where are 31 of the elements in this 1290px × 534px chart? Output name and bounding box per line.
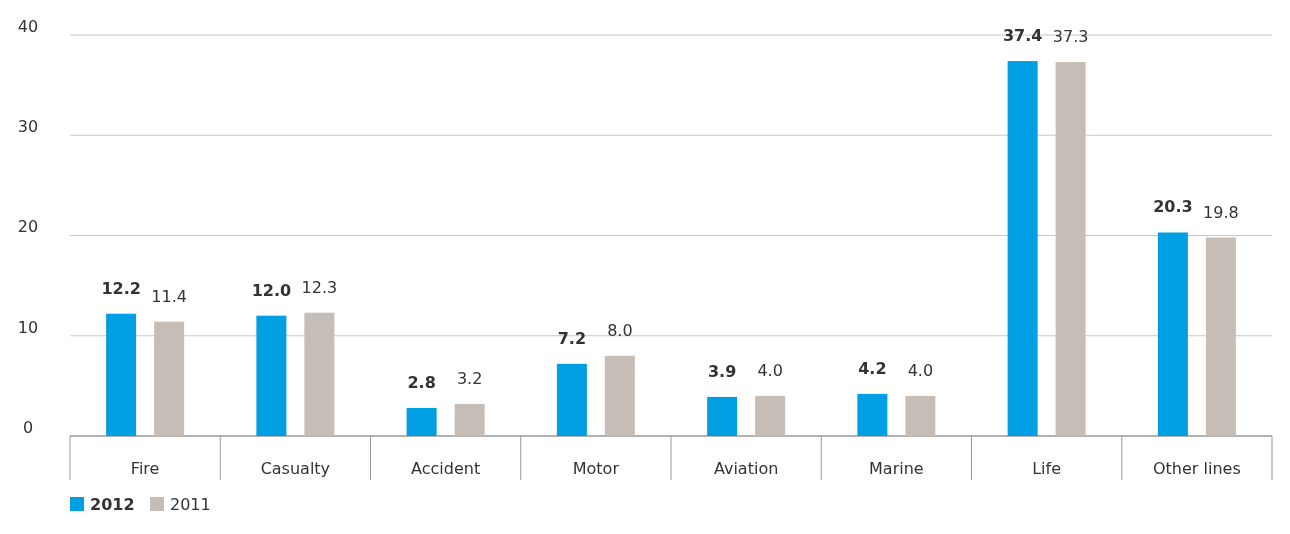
- x-tick-label: Casualty: [260, 459, 331, 478]
- x-tick-label: Life: [1032, 459, 1062, 478]
- data-label: 12.0: [251, 280, 292, 300]
- x-tick-label: Accident: [411, 459, 481, 478]
- x-tick-label: Motor: [572, 459, 620, 478]
- y-tick-label: 10: [17, 317, 39, 337]
- data-label: 19.8: [1203, 202, 1239, 222]
- data-label: 37.3: [1052, 27, 1089, 47]
- data-label: 7.2: [557, 328, 587, 348]
- legend-label: 2011: [170, 495, 211, 514]
- legend-label: 2012: [90, 495, 135, 514]
- data-label: 20.3: [1153, 197, 1193, 217]
- data-label: 37.4: [1002, 26, 1043, 46]
- data-label: 4.0: [757, 360, 783, 380]
- data-label: 4.2: [858, 358, 887, 378]
- data-label: 12.3: [301, 277, 338, 297]
- data-label: 12.2: [101, 278, 141, 298]
- data-label: 2.8: [407, 372, 436, 392]
- data-label: 3.9: [707, 361, 737, 381]
- x-tick-label: Fire: [130, 459, 160, 478]
- x-tick-label: Other lines: [1153, 459, 1241, 478]
- data-label: 4.0: [907, 360, 934, 380]
- y-tick-label: 40: [17, 16, 39, 36]
- data-label: 11.4: [151, 286, 187, 306]
- data-label: 8.0: [607, 320, 633, 340]
- y-tick-label: 30: [17, 117, 39, 137]
- data-label: 3.2: [456, 368, 483, 388]
- x-tick-label: Marine: [869, 459, 924, 478]
- x-tick-label: Aviation: [713, 459, 779, 478]
- y-tick-label: 0: [22, 417, 34, 437]
- y-tick-label: 20: [17, 217, 39, 237]
